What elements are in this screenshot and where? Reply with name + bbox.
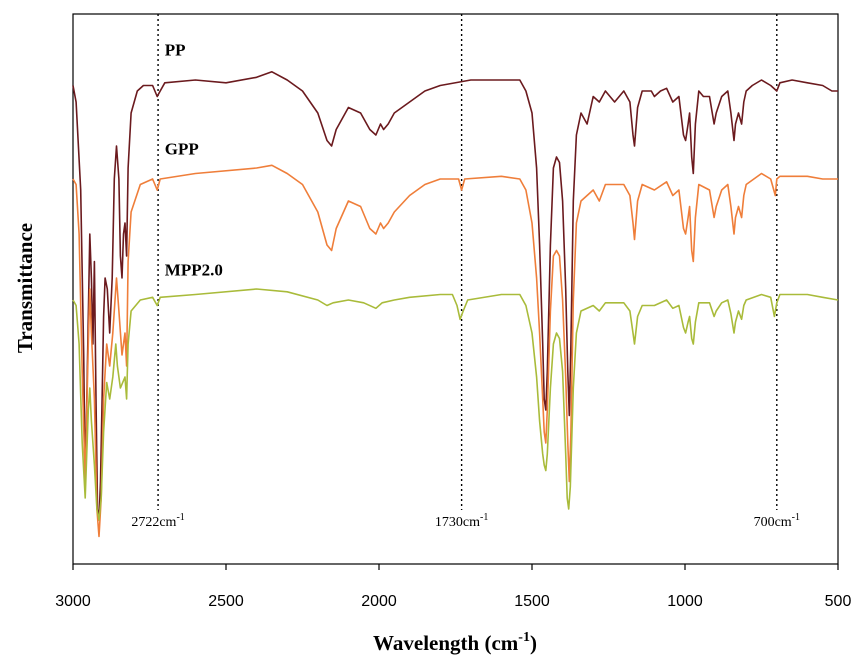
annotation-2722: 2722cm-1 [131,512,184,530]
x-axis-title: Wavelength (cm-1) [373,630,537,655]
series-pp [72,71,838,521]
x-tick-label-1000: 1000 [667,593,703,610]
annotation-1730: 1730cm-1 [435,512,488,530]
y-axis-title: Transmittance [13,223,37,353]
x-axis: 3000 2500 2000 1500 1000 500 [55,564,851,610]
series-lines [72,71,839,538]
x-tick-label-1500: 1500 [514,593,550,610]
plot-area [72,13,839,565]
series-labels: PP GPP MPP2.0 [165,40,223,279]
series-gpp [72,164,838,538]
x-tick-label-2000: 2000 [361,593,397,610]
x-tick-label-2500: 2500 [208,593,244,610]
annotation-700: 700cm-1 [754,512,800,530]
reference-lines [157,14,778,510]
series-label-gpp: GPP [165,139,199,158]
series-label-pp: PP [165,40,186,59]
plot-border [72,13,839,565]
series-label-mpp2-0: MPP2.0 [165,260,223,279]
annotation-labels: 2722cm-1 1730cm-1 700cm-1 [131,512,800,530]
series-mpp2-0 [72,288,839,521]
x-tick-label-500: 500 [825,593,852,610]
x-tick-label-3000: 3000 [55,593,91,610]
